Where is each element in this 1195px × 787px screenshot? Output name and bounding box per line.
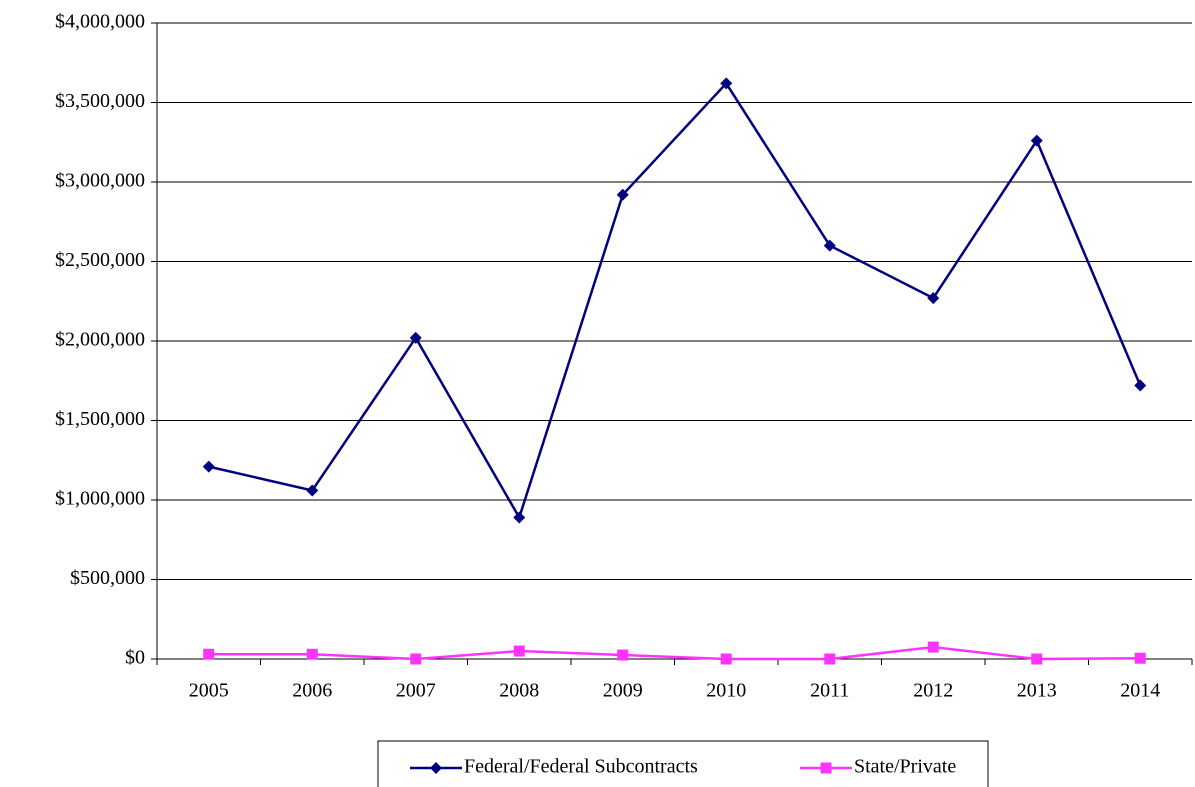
x-tick-label: 2014 [1120,680,1160,702]
y-tick-label: $2,500,000 [55,249,145,271]
x-tick-label: 2010 [706,680,746,702]
x-tick-label: 2012 [913,680,953,702]
legend-label: Federal/Federal Subcontracts [464,756,698,778]
y-tick-label: $3,500,000 [55,90,145,112]
series-line [208,81,1142,521]
data-point [824,653,836,665]
x-tick-label: 2009 [603,680,643,702]
data-point [513,511,526,524]
data-point [1134,652,1146,664]
legend-marker [430,762,442,774]
legend-marker [820,762,832,774]
data-point [1031,653,1043,665]
y-tick-label: $1,000,000 [55,488,145,510]
data-point [823,239,836,252]
y-tick-label: $2,000,000 [55,329,145,351]
data-point [617,649,629,661]
x-tick-label: 2008 [499,680,539,702]
y-tick-label: $1,500,000 [55,408,145,430]
x-tick-label: 2005 [189,680,229,702]
data-point [513,645,525,657]
y-tick-label: $3,000,000 [55,170,145,192]
data-point [306,484,319,497]
data-point [616,188,629,201]
x-tick-label: 2011 [810,680,849,702]
y-tick-label: $500,000 [70,567,145,589]
data-point [409,331,422,344]
data-point [927,641,939,653]
y-tick-label: $4,000,000 [55,11,145,33]
legend-box [377,740,989,787]
data-point [927,292,940,305]
data-point [1030,134,1043,147]
x-tick-label: 2007 [396,680,436,702]
y-tick-label: $0 [125,647,145,669]
data-point [1134,379,1147,392]
legend-label: State/Private [854,756,956,778]
series-line [208,645,1141,661]
x-tick-label: 2013 [1017,680,1057,702]
data-point [306,648,318,660]
data-point [720,77,733,90]
data-point [203,648,215,660]
data-point [202,460,215,473]
data-point [720,653,732,665]
x-tick-label: 2006 [292,680,332,702]
data-point [410,653,422,665]
